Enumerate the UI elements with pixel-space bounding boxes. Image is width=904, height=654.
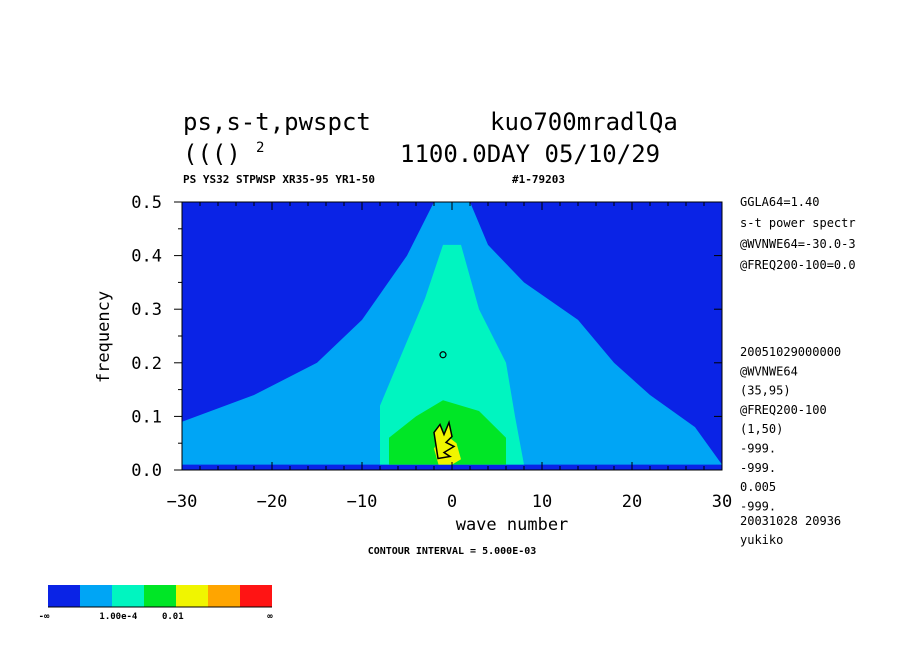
side-info-top: GGLA64=1.40 s-t power spectr @WVNWE64=-30.… [740,195,856,272]
colorbar-swatch [176,585,208,607]
y-axis-label: frequency [94,291,114,383]
heatmap-plot: −30 −20 −10 0 10 20 30 0.0 0.1 0.2 0.3 0.4 0.5 [131,193,732,512]
y-tick-label: 0.5 [131,193,162,213]
colorbar-label: -∞ [39,612,50,622]
x-tick-label: −30 [167,492,198,512]
contour-interval-note: CONTOUR INTERVAL = 5.000E-03 [368,546,537,557]
colorbar-swatch [240,585,272,607]
side-top-line-2: @WVNWE64=-30.0-3 [740,237,856,251]
side-top-line-3: @FREQ200-100=0.0 [740,258,856,272]
axis-ticks: −30 −20 −10 0 10 20 30 0.0 0.1 0.2 0.3 0.4 0.5 [131,193,732,512]
y-tick-label: 0.4 [131,247,162,267]
colorbar-swatch [144,585,176,607]
side-top-line-1: s-t power spectr [740,216,856,230]
side-bottom-line-1: @WVNWE64 [740,364,798,378]
x-tick-label: −20 [257,492,288,512]
header-line2-superscript: 2 [256,140,264,156]
y-tick-label: 0.0 [131,461,162,481]
contour-region-1 [380,244,524,465]
side-bottom-line-5: -999. [740,442,776,456]
side-footer-line-1: yukiko [740,533,783,547]
peak-contour [433,419,456,460]
isolated-contour [439,351,447,359]
subtitle-left: PS YS32 STPWSP XR35-95 YR1-50 [183,173,375,186]
side-bottom-line-7: 0.005 [740,480,776,494]
y-tick-label: 0.3 [131,300,162,320]
header-line1-left: ps,s-t,pwspct [183,108,371,136]
y-tick-label: 0.2 [131,354,162,374]
side-bottom-line-2: (35,95) [740,384,791,398]
colorbar-swatch [112,585,144,607]
side-bottom-line-0: 20051029000000 [740,345,841,359]
x-tick-label: 20 [622,492,642,512]
x-tick-label: 10 [532,492,552,512]
header-line2-left: ((() [183,140,241,168]
x-axis-label: wave number [456,515,569,535]
y-tick-label: 0.1 [131,407,162,427]
subtitle-right: #1-79203 [512,173,565,186]
colorbar-swatch [48,585,80,607]
colorbar-label: ∞ [267,612,273,622]
colorbar-swatch [80,585,112,607]
colorbar: -∞ 1.00e-4 0.01 ∞ [39,585,273,622]
header-line1-right: kuo700mradlQa [490,108,678,136]
colorbar-swatch [208,585,240,607]
x-tick-label: 0 [447,492,457,512]
side-footer-line-0: 20031028 20936 [740,514,841,528]
side-bottom-line-8: -999. [740,499,776,513]
x-tick-label: −10 [347,492,378,512]
x-tick-label: 30 [712,492,732,512]
black-contour-spot [433,351,456,460]
header-line2-right: 1100.0DAY 05/10/29 [400,140,660,168]
side-bottom-line-4: (1,50) [740,422,783,436]
colorbar-label: 0.01 [162,612,184,622]
side-bottom-line-6: -999. [740,461,776,475]
colorbar-label: 1.00e-4 [99,612,138,622]
side-bottom-line-3: @FREQ200-100 [740,403,827,417]
side-info-bottom: 20051029000000 @WVNWE64 (35,95) @FREQ200-10… [740,345,841,513]
side-info-footer: 20031028 20936 yukiko [740,514,841,547]
side-top-line-0: GGLA64=1.40 [740,195,819,209]
